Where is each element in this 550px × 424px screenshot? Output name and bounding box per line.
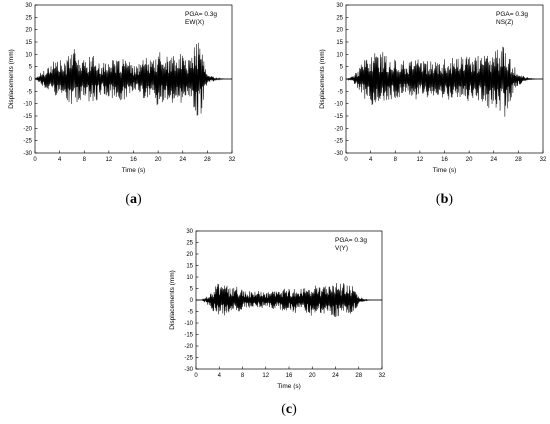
x-tick-label: 0 (33, 157, 37, 163)
x-tick-label: 28 (355, 373, 362, 379)
x-axis-title: Time (s) (277, 383, 301, 390)
y-tick-label: -30 (334, 151, 343, 157)
y-tick-label: -10 (334, 102, 343, 108)
x-tick-label: 12 (106, 157, 113, 163)
y-tick-label: 15 (336, 40, 343, 46)
x-tick-label: 8 (83, 157, 87, 163)
displacement-series-line (34, 42, 232, 116)
y-axis-title: Displacements (mm) (169, 270, 176, 330)
y-tick-label: -10 (23, 102, 32, 108)
panel-caption: (a) (125, 192, 142, 207)
annotation-text: PGA= 0.3g (185, 11, 217, 18)
y-tick-label: 30 (186, 229, 193, 235)
y-tick-label: -5 (188, 310, 194, 316)
x-tick-label: 24 (490, 157, 497, 163)
x-tick-label: 28 (204, 157, 211, 163)
y-tick-label: 5 (340, 65, 344, 71)
x-tick-label: 4 (58, 157, 62, 163)
y-tick-label: -5 (338, 89, 344, 95)
x-tick-label: 24 (332, 373, 339, 379)
x-tick-label: 16 (286, 373, 293, 379)
y-tick-label: 5 (190, 287, 194, 293)
x-tick-label: 20 (309, 373, 316, 379)
x-axis-title: Time (s) (122, 167, 146, 174)
y-tick-label: -20 (184, 344, 193, 350)
panel-caption: (c) (281, 402, 297, 417)
x-tick-label: 12 (262, 373, 269, 379)
y-tick-label: -25 (184, 356, 193, 362)
x-tick-label: 20 (155, 157, 162, 163)
y-tick-label: 30 (336, 3, 343, 9)
y-axis-title: Displacements (mm) (8, 49, 15, 109)
x-tick-label: 32 (379, 373, 386, 379)
y-tick-label: -30 (23, 151, 32, 157)
x-tick-label: 28 (515, 157, 522, 163)
y-tick-label: 25 (25, 15, 32, 21)
y-tick-label: -20 (334, 126, 343, 132)
y-tick-label: -15 (23, 114, 32, 120)
x-tick-label: 0 (194, 373, 198, 379)
annotation-text: PGA= 0.3g (335, 237, 367, 244)
x-tick-label: 4 (369, 157, 373, 163)
annotation-text: PGA= 0.3g (496, 11, 528, 18)
x-tick-label: 32 (229, 157, 236, 163)
y-axis-title: Displacements (mm) (319, 49, 326, 109)
displacement-series-line (345, 46, 543, 117)
y-tick-label: 10 (186, 275, 193, 281)
x-tick-label: 4 (218, 373, 222, 379)
x-tick-label: 0 (344, 157, 348, 163)
y-tick-label: 25 (186, 241, 193, 247)
y-tick-label: 15 (25, 40, 32, 46)
x-tick-label: 32 (540, 157, 547, 163)
y-tick-label: 10 (25, 52, 32, 58)
y-tick-label: 0 (190, 298, 194, 304)
y-tick-label: -15 (184, 333, 193, 339)
y-tick-label: 0 (29, 77, 33, 83)
x-tick-label: 8 (394, 157, 398, 163)
x-tick-label: 8 (241, 373, 245, 379)
y-tick-label: -25 (23, 139, 32, 145)
annotation-text: V(Y) (335, 245, 348, 252)
y-tick-label: 20 (336, 28, 343, 34)
panel-caption: (b) (436, 192, 453, 207)
y-tick-label: -5 (27, 89, 33, 95)
displacement-series-line (196, 282, 382, 318)
y-tick-label: 30 (25, 3, 32, 9)
x-tick-label: 24 (179, 157, 186, 163)
x-tick-label: 16 (441, 157, 448, 163)
y-tick-label: 20 (25, 28, 32, 34)
y-tick-label: 20 (186, 252, 193, 258)
y-tick-label: -25 (334, 139, 343, 145)
y-tick-label: 5 (29, 65, 33, 71)
annotation-text: EW(X) (185, 19, 204, 26)
x-axis-title: Time (s) (433, 167, 457, 174)
y-tick-label: 0 (340, 77, 344, 83)
x-tick-label: 12 (417, 157, 424, 163)
y-tick-label: -10 (184, 321, 193, 327)
x-tick-label: 20 (466, 157, 473, 163)
y-tick-label: 25 (336, 15, 343, 21)
y-tick-label: -30 (184, 367, 193, 373)
x-tick-label: 16 (130, 157, 137, 163)
y-tick-label: 10 (336, 52, 343, 58)
annotation-text: NS(Z) (496, 19, 513, 26)
y-tick-label: -15 (334, 114, 343, 120)
y-tick-label: -20 (23, 126, 32, 132)
y-tick-label: 15 (186, 264, 193, 270)
